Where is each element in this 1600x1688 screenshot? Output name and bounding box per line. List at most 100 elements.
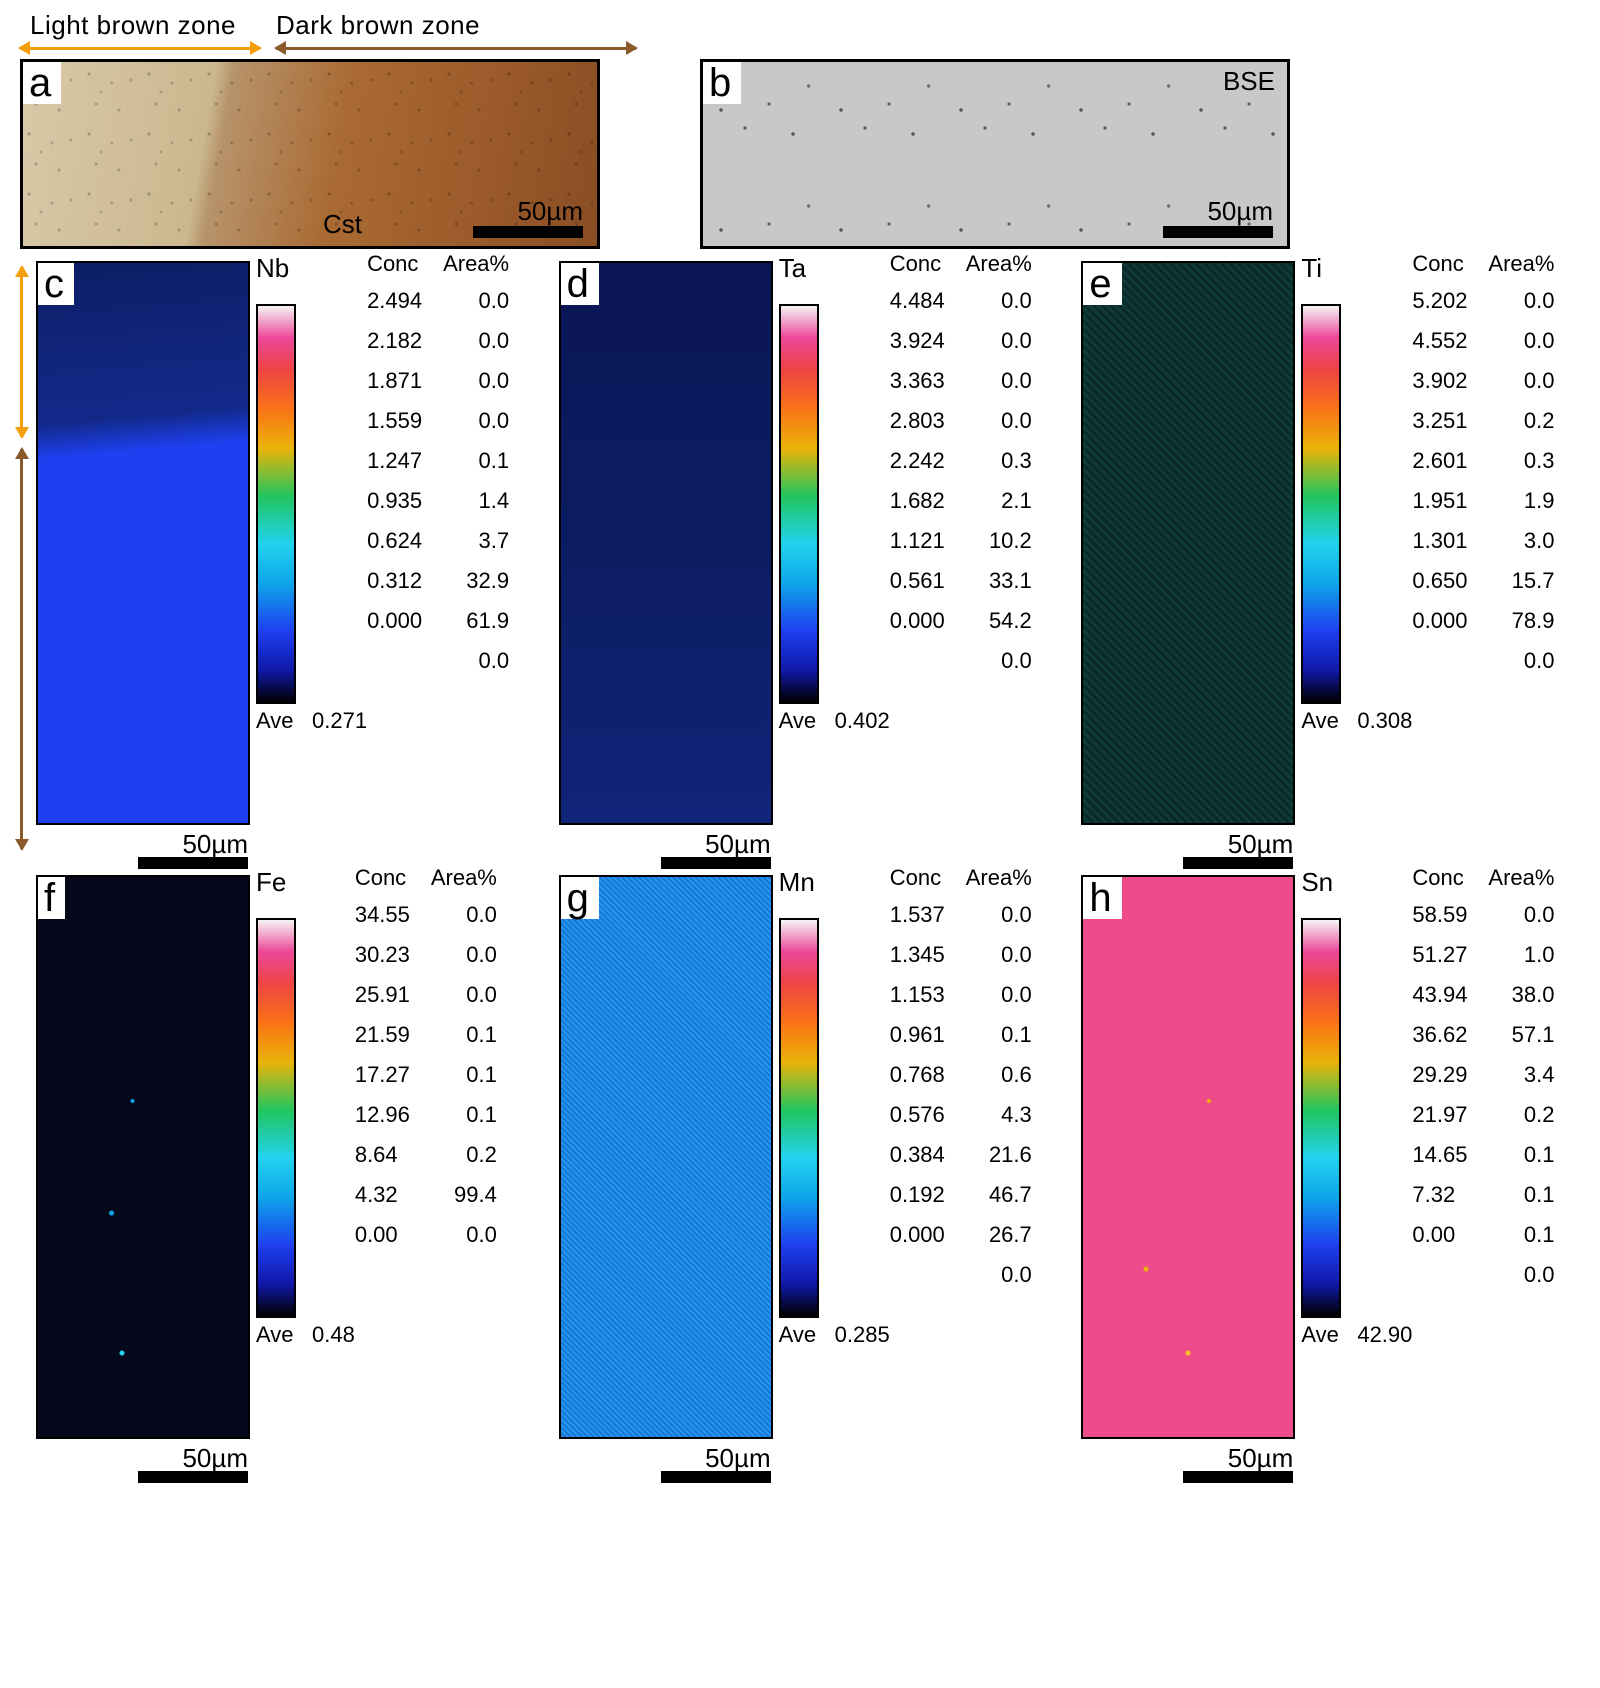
conc-value: 0.561 bbox=[890, 561, 960, 601]
conc-value: 14.65 bbox=[1412, 1135, 1482, 1175]
conc-value: 36.62 bbox=[1412, 1015, 1482, 1055]
light-zone-label: Light brown zone bbox=[20, 10, 246, 41]
panel-letter: d bbox=[561, 263, 599, 305]
conc-value: 0.000 bbox=[890, 1215, 960, 1255]
average-row: Ave0.285 bbox=[779, 1322, 890, 1348]
conc-value: 30.23 bbox=[355, 935, 425, 975]
panel-letter: e bbox=[1083, 263, 1121, 305]
area-value: 0.0 bbox=[443, 321, 509, 361]
ave-value: 42.90 bbox=[1357, 1322, 1412, 1348]
conc-value: 4.32 bbox=[355, 1175, 425, 1215]
conc-value: 12.96 bbox=[355, 1095, 425, 1135]
area-value: 3.4 bbox=[1488, 1055, 1554, 1095]
conc-value: 0.00 bbox=[1412, 1215, 1482, 1255]
area-value: 0.0 bbox=[966, 895, 1032, 935]
map-image: d bbox=[559, 261, 773, 825]
ave-value: 0.308 bbox=[1357, 708, 1412, 734]
conc-value: 0.624 bbox=[367, 521, 437, 561]
area-column: Area%0.00.00.00.20.31.93.015.778.90.0 bbox=[1488, 253, 1554, 681]
area-column: Area%0.00.00.00.00.11.43.732.961.90.0 bbox=[443, 253, 509, 681]
area-value: 0.1 bbox=[966, 1015, 1032, 1055]
area-value: 0.0 bbox=[443, 641, 509, 681]
conc-value: 51.27 bbox=[1412, 935, 1482, 975]
area-value: 1.0 bbox=[1488, 935, 1554, 975]
area-value: 0.0 bbox=[1488, 321, 1554, 361]
conc-value: 0.384 bbox=[890, 1135, 960, 1175]
area-header: Area% bbox=[1488, 253, 1554, 275]
area-value: 61.9 bbox=[443, 601, 509, 641]
scalebar: 50µm bbox=[1081, 831, 1295, 869]
area-value: 0.0 bbox=[966, 1255, 1032, 1295]
ave-label: Ave bbox=[779, 708, 817, 734]
area-value: 0.1 bbox=[1488, 1215, 1554, 1255]
conc-column: Conc2.4942.1821.8711.5591.2470.9350.6240… bbox=[367, 253, 437, 681]
area-value: 0.2 bbox=[431, 1135, 497, 1175]
conc-value: 1.871 bbox=[367, 361, 437, 401]
conc-value: 3.924 bbox=[890, 321, 960, 361]
dark-zone-arrow bbox=[276, 47, 636, 50]
area-value: 15.7 bbox=[1488, 561, 1554, 601]
conc-value: 21.59 bbox=[355, 1015, 425, 1055]
area-value: 78.9 bbox=[1488, 601, 1554, 641]
conc-value: 4.552 bbox=[1412, 321, 1482, 361]
conc-value: 3.251 bbox=[1412, 401, 1482, 441]
scalebar-a: 50µm bbox=[473, 198, 583, 238]
panel-letter: a bbox=[23, 62, 61, 104]
conc-value: 0.576 bbox=[890, 1095, 960, 1135]
zone-labels: Light brown zone Dark brown zone bbox=[10, 10, 1590, 41]
map-image: c bbox=[36, 261, 250, 825]
area-value: 2.1 bbox=[966, 481, 1032, 521]
conc-value: 0.000 bbox=[890, 601, 960, 641]
scalebar-bar bbox=[1163, 226, 1273, 238]
scalebar-label: 50µm bbox=[36, 1445, 248, 1471]
element-label: Fe bbox=[256, 867, 290, 898]
scalebar: 50µm bbox=[36, 831, 250, 869]
conc-value: 2.494 bbox=[367, 281, 437, 321]
element-label: Ta bbox=[779, 253, 810, 284]
area-value: 4.3 bbox=[966, 1095, 1032, 1135]
panel-letter: g bbox=[561, 877, 599, 919]
conc-value: 34.55 bbox=[355, 895, 425, 935]
average-row: Ave0.271 bbox=[256, 708, 367, 734]
element-label: Mn bbox=[779, 867, 819, 898]
map-cell-ta: d50µmTaAve0.402Conc4.4843.9243.3632.8032… bbox=[559, 261, 1068, 869]
conc-header: Conc bbox=[1412, 253, 1482, 275]
color-gradient bbox=[256, 918, 296, 1318]
area-value: 0.0 bbox=[443, 281, 509, 321]
color-gradient bbox=[256, 304, 296, 704]
area-header: Area% bbox=[966, 253, 1032, 275]
area-value: 0.1 bbox=[1488, 1175, 1554, 1215]
conc-value: 4.484 bbox=[890, 281, 960, 321]
area-column: Area%0.00.00.00.00.32.110.233.154.20.0 bbox=[966, 253, 1032, 681]
conc-value: 25.91 bbox=[355, 975, 425, 1015]
scalebar-label: 50µm bbox=[473, 198, 583, 224]
ave-label: Ave bbox=[256, 1322, 294, 1348]
area-value: 0.3 bbox=[966, 441, 1032, 481]
scalebar-label: 50µm bbox=[559, 1445, 771, 1471]
area-value: 0.2 bbox=[1488, 1095, 1554, 1135]
conc-value: 1.537 bbox=[890, 895, 960, 935]
conc-value: 2.803 bbox=[890, 401, 960, 441]
conc-value: 2.242 bbox=[890, 441, 960, 481]
element-label: Nb bbox=[256, 253, 293, 284]
area-value: 1.9 bbox=[1488, 481, 1554, 521]
conc-column: Conc5.2024.5523.9023.2512.6011.9511.3010… bbox=[1412, 253, 1482, 681]
area-value: 0.0 bbox=[431, 935, 497, 975]
ave-label: Ave bbox=[1301, 708, 1339, 734]
area-column: Area%0.01.038.057.13.40.20.10.10.10.0 bbox=[1488, 867, 1554, 1295]
conc-value: 3.902 bbox=[1412, 361, 1482, 401]
map-image: f bbox=[36, 875, 250, 1439]
ave-value: 0.48 bbox=[312, 1322, 355, 1348]
area-value: 0.0 bbox=[966, 321, 1032, 361]
conc-value: 1.247 bbox=[367, 441, 437, 481]
conc-header: Conc bbox=[1412, 867, 1482, 889]
conc-value: 1.951 bbox=[1412, 481, 1482, 521]
map-cell-ti: e50µmTiAve0.308Conc5.2024.5523.9023.2512… bbox=[1081, 261, 1590, 869]
area-value: 0.1 bbox=[443, 441, 509, 481]
scalebar-label: 50µm bbox=[1081, 1445, 1293, 1471]
color-gradient bbox=[1301, 918, 1341, 1318]
area-header: Area% bbox=[431, 867, 497, 889]
panel-letter: h bbox=[1083, 877, 1121, 919]
conc-value: 43.94 bbox=[1412, 975, 1482, 1015]
area-value: 0.1 bbox=[1488, 1135, 1554, 1175]
